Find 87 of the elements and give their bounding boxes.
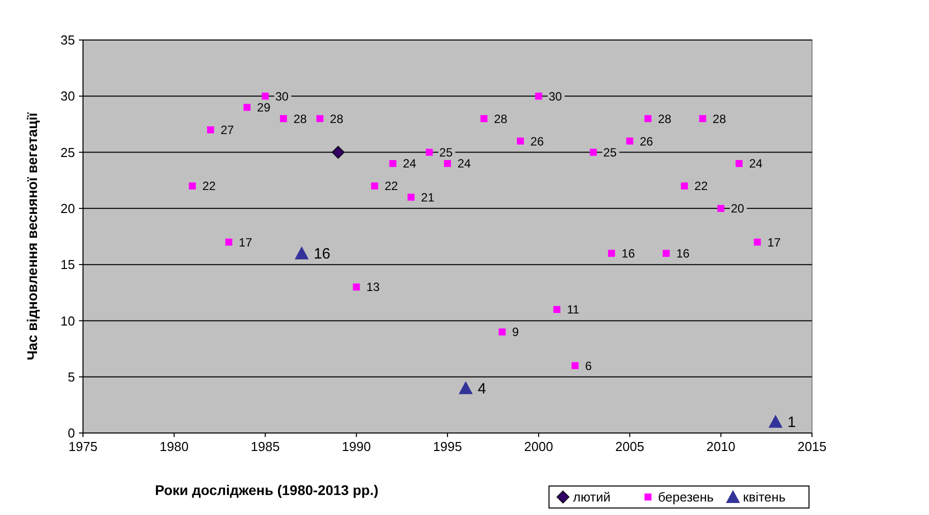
legend-label: квітень: [743, 490, 786, 505]
point: [717, 204, 724, 212]
data-label: 28: [658, 112, 672, 126]
point: [408, 194, 415, 201]
data-label: 26: [530, 134, 544, 148]
point: [754, 238, 761, 246]
data-label: 16: [314, 246, 330, 263]
point: [207, 126, 214, 134]
data-label: 22: [694, 179, 708, 194]
data-label: 11: [566, 302, 580, 317]
y-tick-label: 30: [60, 88, 75, 104]
data-label: 16: [676, 246, 690, 261]
point: [426, 148, 433, 156]
x-tick-label: 2005: [615, 439, 644, 454]
y-tick-label: 5: [68, 369, 75, 384]
data-label: 25: [439, 145, 453, 160]
y-axis-title: Час відновлення весняної вегетації: [24, 112, 40, 360]
point: [188, 182, 196, 190]
x-axis-title: Роки досліджень (1980-2013 рр.): [155, 482, 378, 498]
data-label: 22: [202, 179, 216, 194]
data-label: 30: [548, 89, 562, 104]
y-tick-label: 10: [60, 313, 75, 328]
point: [662, 250, 670, 257]
x-tick-label: 1980: [160, 439, 189, 454]
point: [244, 104, 251, 111]
data-label: 30: [275, 89, 289, 104]
y-tick-label: 15: [60, 257, 75, 272]
x-tick-label: 1990: [342, 439, 371, 454]
point: [516, 138, 524, 145]
data-label: 20: [730, 202, 745, 216]
x-tick-label: 1985: [250, 439, 280, 454]
data-label: 28: [330, 112, 344, 126]
data-label: 1: [788, 414, 796, 432]
point: [626, 138, 634, 145]
y-tick-label: 20: [60, 200, 75, 216]
y-tick-label: 25: [60, 144, 75, 160]
data-label: 6: [585, 358, 592, 373]
data-label: 9: [512, 325, 520, 340]
data-label: 22: [384, 179, 398, 194]
point: [458, 381, 473, 394]
y-tick-label: 35: [60, 32, 75, 48]
data-label: 17: [238, 235, 252, 250]
data-label: 21: [421, 190, 435, 204]
point: [553, 306, 560, 313]
x-tick-label: 2015: [798, 439, 826, 454]
point: [294, 246, 309, 260]
point: [371, 182, 378, 190]
data-label: 24: [749, 156, 763, 171]
point: [644, 115, 652, 122]
data-label: 4: [478, 380, 486, 398]
data-label: 28: [293, 112, 308, 126]
point: [736, 160, 743, 168]
point: [680, 182, 688, 190]
x-tick-label: 1975: [68, 439, 98, 454]
x-tick-label: 2010: [706, 439, 736, 454]
point: [608, 250, 616, 257]
data-label: 26: [640, 134, 654, 148]
x-tick-label: 2000: [524, 439, 554, 454]
point: [699, 115, 706, 122]
point: [262, 92, 269, 100]
point: [572, 362, 579, 370]
data-label: 17: [767, 235, 781, 250]
point: [332, 146, 345, 159]
data-label: 24: [458, 156, 472, 171]
point: [389, 160, 396, 168]
point: [768, 414, 783, 428]
data-label: 25: [603, 145, 617, 160]
legend-label: березень: [658, 490, 714, 505]
point: [225, 238, 232, 246]
x-tick-label: 1995: [433, 439, 462, 454]
data-label: 28: [712, 112, 726, 126]
point: [316, 115, 324, 122]
point: [535, 92, 542, 100]
point: [280, 115, 287, 122]
point: [444, 160, 451, 168]
point: [480, 115, 488, 122]
point: [498, 328, 506, 336]
y-tick-label: 0: [68, 426, 75, 441]
point: [352, 284, 360, 291]
data-label: 16: [622, 246, 636, 261]
data-label: 27: [220, 123, 234, 138]
data-label: 24: [402, 156, 416, 171]
point: [590, 148, 597, 156]
data-label: 13: [366, 280, 380, 294]
data-label: 29: [257, 100, 271, 115]
data-label: 28: [494, 112, 508, 126]
legend-label: лютий: [573, 490, 611, 505]
